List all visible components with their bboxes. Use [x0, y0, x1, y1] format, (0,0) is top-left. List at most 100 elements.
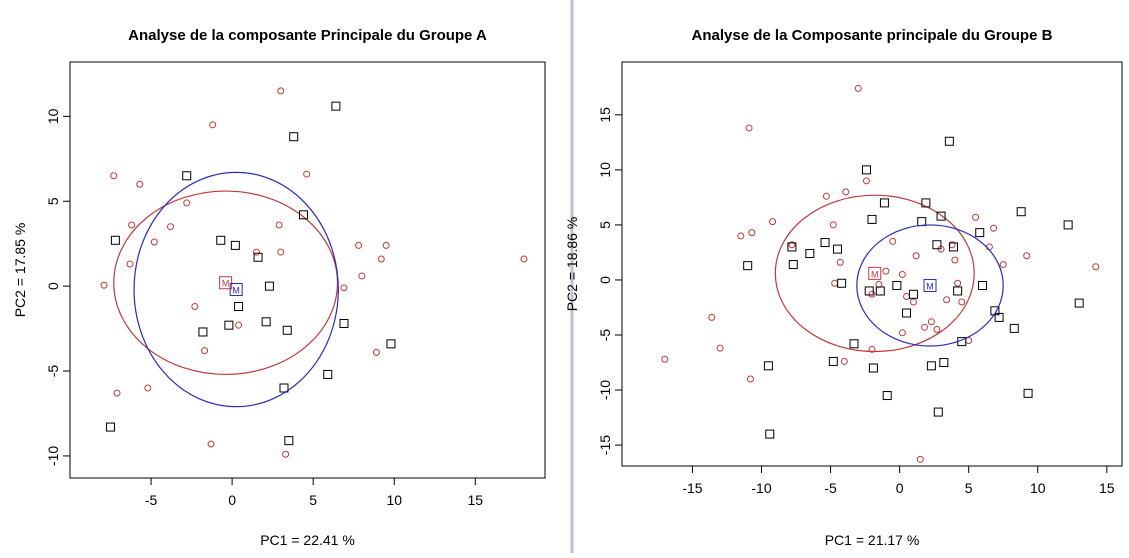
point: [926, 361, 936, 371]
confidence-ellipse: [113, 190, 339, 376]
point: [972, 213, 980, 221]
center-mark: [219, 276, 233, 290]
x-tick-label: 0: [228, 492, 236, 508]
point: [209, 121, 217, 129]
point: [275, 221, 283, 229]
point: [183, 199, 191, 207]
center-label: M: [926, 281, 934, 291]
point: [908, 289, 918, 299]
point: [875, 280, 883, 288]
point: [358, 272, 366, 280]
y-tick-label: 0: [597, 276, 613, 284]
point: [323, 369, 333, 379]
point: [990, 224, 998, 232]
point: [769, 218, 777, 226]
point: [787, 242, 797, 252]
y-tick-label: 0: [45, 282, 61, 290]
point: [840, 357, 848, 365]
y-tick-label: 10: [597, 162, 613, 178]
y-tick-label: -5: [45, 365, 61, 378]
point: [377, 255, 385, 263]
point: [903, 292, 911, 300]
point: [106, 422, 116, 432]
point: [1023, 388, 1033, 398]
point: [867, 214, 877, 224]
point: [167, 223, 175, 231]
point: [1063, 220, 1073, 230]
point: [282, 325, 292, 335]
point: [999, 261, 1007, 269]
point: [743, 261, 753, 271]
x-axis-label: PC1 = 21.17 %: [825, 532, 920, 548]
point: [822, 192, 830, 200]
center-label: M: [871, 269, 879, 279]
x-tick-label: 5: [965, 480, 973, 496]
point: [954, 279, 962, 287]
point: [748, 229, 756, 237]
point: [216, 235, 226, 245]
y-tick-label: -10: [45, 446, 61, 466]
point: [110, 235, 120, 245]
point: [1016, 207, 1026, 217]
point: [128, 221, 136, 229]
point: [788, 260, 798, 270]
x-tick-label: 10: [386, 492, 402, 508]
point: [882, 267, 890, 275]
confidence-ellipse: [856, 224, 1004, 347]
point: [298, 210, 308, 220]
point: [788, 241, 796, 249]
point: [842, 188, 850, 196]
y-tick-label: 10: [45, 108, 61, 124]
point: [939, 358, 949, 368]
point: [234, 302, 244, 312]
point: [277, 248, 285, 256]
point: [828, 356, 838, 366]
point: [936, 211, 946, 221]
center-mark: [229, 283, 243, 297]
point: [943, 296, 951, 304]
point: [921, 198, 931, 208]
y-tick-label: 5: [597, 221, 613, 229]
chart-title: Analyse de la Composante principale du G…: [692, 27, 1053, 44]
point: [836, 258, 844, 266]
point: [289, 132, 299, 142]
point: [933, 325, 941, 333]
chart-title: Analyse de la composante Principale du G…: [128, 27, 487, 44]
point: [716, 344, 724, 352]
point: [661, 355, 669, 363]
point: [198, 327, 208, 337]
point: [909, 298, 917, 306]
point: [340, 284, 348, 292]
point: [355, 241, 363, 249]
point: [382, 241, 390, 249]
point: [849, 339, 859, 349]
point: [745, 124, 753, 132]
point: [746, 375, 754, 383]
point: [868, 363, 878, 373]
point: [282, 450, 290, 458]
point: [917, 217, 927, 227]
y-tick-label: -15: [597, 435, 613, 455]
point: [136, 180, 144, 188]
point: [1092, 263, 1100, 271]
point: [948, 242, 958, 252]
point: [832, 244, 842, 254]
point: [261, 317, 271, 327]
point: [882, 391, 892, 401]
point: [303, 170, 311, 178]
point: [230, 240, 240, 250]
point: [861, 165, 871, 175]
plot-box: [69, 61, 546, 479]
point: [277, 87, 285, 95]
x-tick-label: -5: [824, 480, 837, 496]
point: [889, 237, 897, 245]
point: [235, 321, 243, 329]
point: [144, 384, 152, 392]
point: [763, 361, 773, 371]
point: [829, 221, 837, 229]
point: [927, 318, 935, 326]
point: [126, 260, 134, 268]
x-axis-label: PC1 = 22.41 %: [260, 532, 355, 548]
center-label: M: [232, 286, 240, 296]
